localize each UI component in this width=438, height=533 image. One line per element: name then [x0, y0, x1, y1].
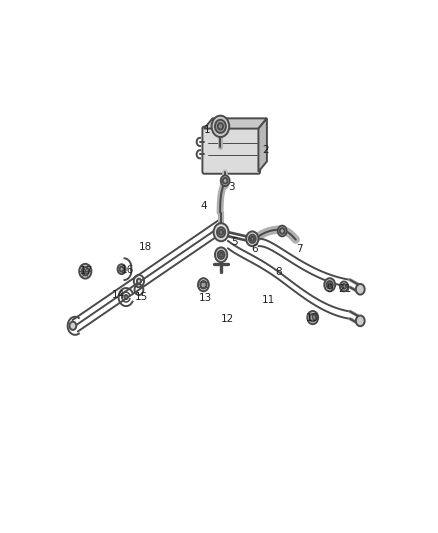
Circle shape: [328, 283, 331, 286]
Circle shape: [310, 314, 316, 321]
Circle shape: [218, 123, 223, 130]
Circle shape: [278, 225, 286, 236]
Text: 21: 21: [338, 284, 352, 294]
Text: 3: 3: [228, 182, 235, 192]
Text: 11: 11: [262, 295, 275, 305]
Text: 2: 2: [262, 145, 268, 155]
Text: 7: 7: [296, 245, 303, 254]
Text: 1: 1: [204, 125, 211, 135]
Circle shape: [246, 231, 258, 246]
Circle shape: [217, 227, 225, 237]
Circle shape: [137, 279, 141, 284]
Circle shape: [356, 316, 365, 326]
Circle shape: [70, 322, 76, 330]
Circle shape: [200, 281, 206, 288]
Text: 4: 4: [201, 200, 208, 211]
Circle shape: [219, 253, 223, 257]
Text: 12: 12: [221, 314, 234, 324]
Text: 17: 17: [79, 266, 92, 276]
Circle shape: [117, 264, 126, 274]
Circle shape: [324, 278, 335, 292]
Circle shape: [215, 120, 226, 133]
Circle shape: [249, 235, 256, 243]
Circle shape: [251, 237, 254, 241]
Circle shape: [221, 175, 230, 186]
Text: 5: 5: [231, 238, 238, 247]
Polygon shape: [258, 118, 267, 172]
Text: 8: 8: [276, 268, 282, 278]
Text: 15: 15: [134, 292, 148, 302]
Text: 6: 6: [252, 245, 258, 254]
Circle shape: [219, 230, 223, 235]
Circle shape: [307, 311, 318, 324]
Text: 16: 16: [121, 265, 134, 275]
Circle shape: [356, 284, 365, 295]
Text: 10: 10: [306, 312, 319, 322]
Circle shape: [214, 223, 229, 241]
Text: 9: 9: [326, 284, 333, 294]
Text: 13: 13: [199, 293, 212, 303]
Circle shape: [223, 178, 227, 183]
Circle shape: [342, 284, 346, 289]
Circle shape: [327, 281, 333, 288]
Circle shape: [280, 228, 285, 234]
Text: 14: 14: [112, 289, 125, 300]
Circle shape: [82, 267, 88, 276]
FancyBboxPatch shape: [202, 126, 260, 174]
Circle shape: [215, 247, 227, 262]
Circle shape: [212, 116, 229, 137]
Polygon shape: [204, 118, 267, 128]
Text: 18: 18: [139, 241, 152, 252]
Circle shape: [124, 295, 128, 299]
Circle shape: [218, 251, 225, 259]
Circle shape: [120, 266, 124, 272]
Circle shape: [198, 278, 209, 292]
Circle shape: [79, 264, 92, 279]
